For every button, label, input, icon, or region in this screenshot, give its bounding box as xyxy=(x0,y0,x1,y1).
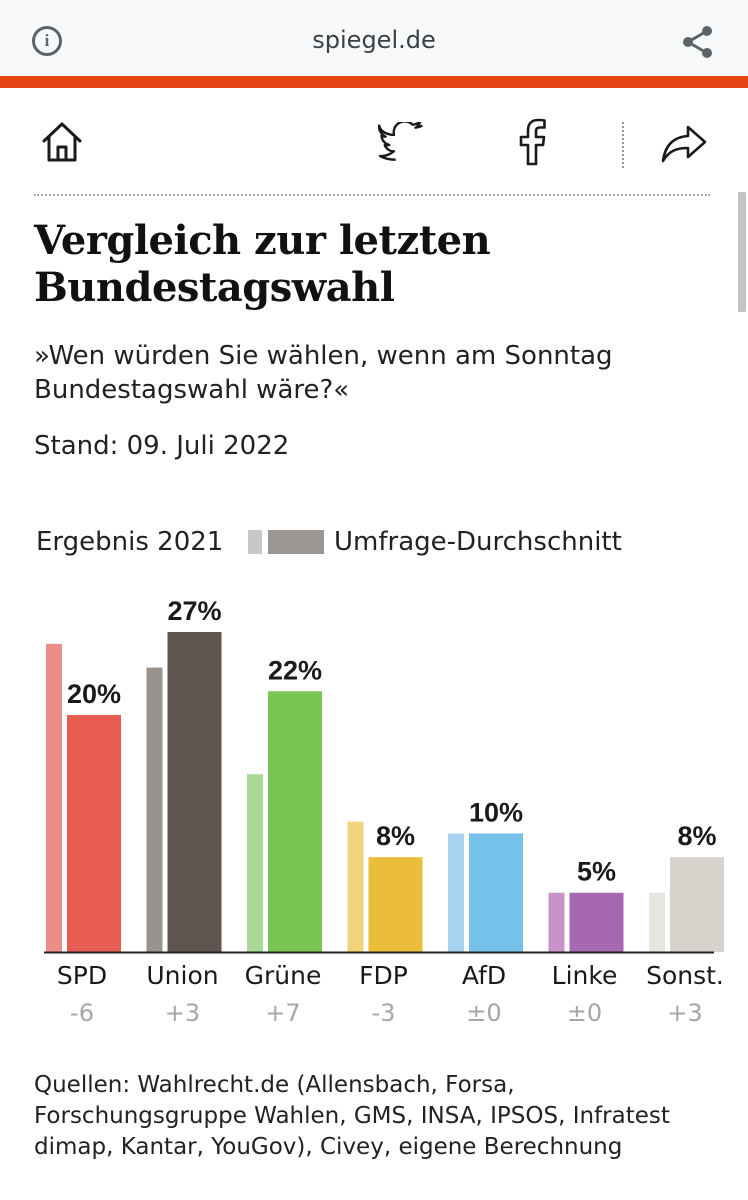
home-icon[interactable] xyxy=(40,120,84,164)
category-label-3: FDP xyxy=(359,961,408,990)
change-label-2: +7 xyxy=(265,999,300,1027)
category-label-0: SPD xyxy=(57,961,107,990)
twitter-icon[interactable] xyxy=(378,122,426,162)
sources-note: Quellen: Wahlrecht.de (Allensbach, Forsa… xyxy=(34,1072,670,1161)
url-text[interactable]: spiegel.de xyxy=(312,26,436,54)
data-label-4: 10% xyxy=(469,797,523,827)
change-label-0: -6 xyxy=(70,999,94,1027)
legend-label-poll: Umfrage-Durchschnitt xyxy=(334,527,622,557)
bar-chart: 20% SPD -6 27% Union +3 22% Grüne +7 8% FDP -3 10% Af… xyxy=(44,596,724,1027)
change-label-1: +3 xyxy=(165,999,200,1027)
browser-address-bar: i spiegel.de xyxy=(0,0,748,77)
date-stand: Stand: 09. Juli 2022 xyxy=(34,431,290,461)
category-label-2: Grüne xyxy=(245,961,322,990)
bar-2021-6 xyxy=(649,892,665,952)
change-label-5: ±0 xyxy=(567,999,602,1027)
bar-2021-5 xyxy=(548,892,565,952)
legend-swatch-poll xyxy=(268,530,324,554)
change-label-4: ±0 xyxy=(466,999,501,1027)
survey-question: »Wen würden Sie wählen, wenn am Sonntag … xyxy=(34,341,613,405)
legend-label-2021: Ergebnis 2021 xyxy=(36,527,224,557)
data-label-0: 20% xyxy=(67,679,121,709)
bar-poll-6 xyxy=(670,857,724,952)
info-icon[interactable]: i xyxy=(32,26,62,56)
section-divider xyxy=(34,194,710,196)
data-label-3: 8% xyxy=(376,821,415,851)
data-label-5: 5% xyxy=(577,857,616,887)
category-label-4: AfD xyxy=(462,961,506,990)
change-label-6: +3 xyxy=(667,999,702,1027)
share-icon[interactable] xyxy=(680,24,716,60)
chart-title: Vergleich zur letzten Bundestagswahl xyxy=(34,217,491,311)
share-arrow-icon[interactable] xyxy=(660,124,708,164)
change-label-3: -3 xyxy=(372,999,396,1027)
legend-swatch-2021 xyxy=(248,530,262,554)
facebook-icon[interactable] xyxy=(514,118,550,166)
bar-poll-5 xyxy=(569,892,624,952)
toolbar-divider xyxy=(622,122,624,168)
bar-poll-4 xyxy=(469,833,523,952)
data-label-1: 27% xyxy=(167,596,221,626)
bar-2021-2 xyxy=(247,774,263,952)
brand-stripe xyxy=(0,76,748,88)
category-label-6: Sonst. xyxy=(646,961,724,990)
scrollbar-thumb[interactable] xyxy=(738,192,746,312)
data-label-2: 22% xyxy=(268,655,322,685)
bar-poll-3 xyxy=(368,857,423,952)
data-label-6: 8% xyxy=(677,821,716,851)
bar-poll-1 xyxy=(167,632,222,952)
category-label-1: Union xyxy=(146,961,218,990)
article-toolbar xyxy=(0,88,748,198)
bar-poll-0 xyxy=(67,714,121,952)
bar-2021-1 xyxy=(146,667,163,952)
bar-2021-3 xyxy=(347,821,364,952)
bar-2021-4 xyxy=(448,833,464,952)
category-label-5: Linke xyxy=(552,961,618,990)
bar-2021-0 xyxy=(46,643,62,952)
bar-poll-2 xyxy=(268,691,322,952)
